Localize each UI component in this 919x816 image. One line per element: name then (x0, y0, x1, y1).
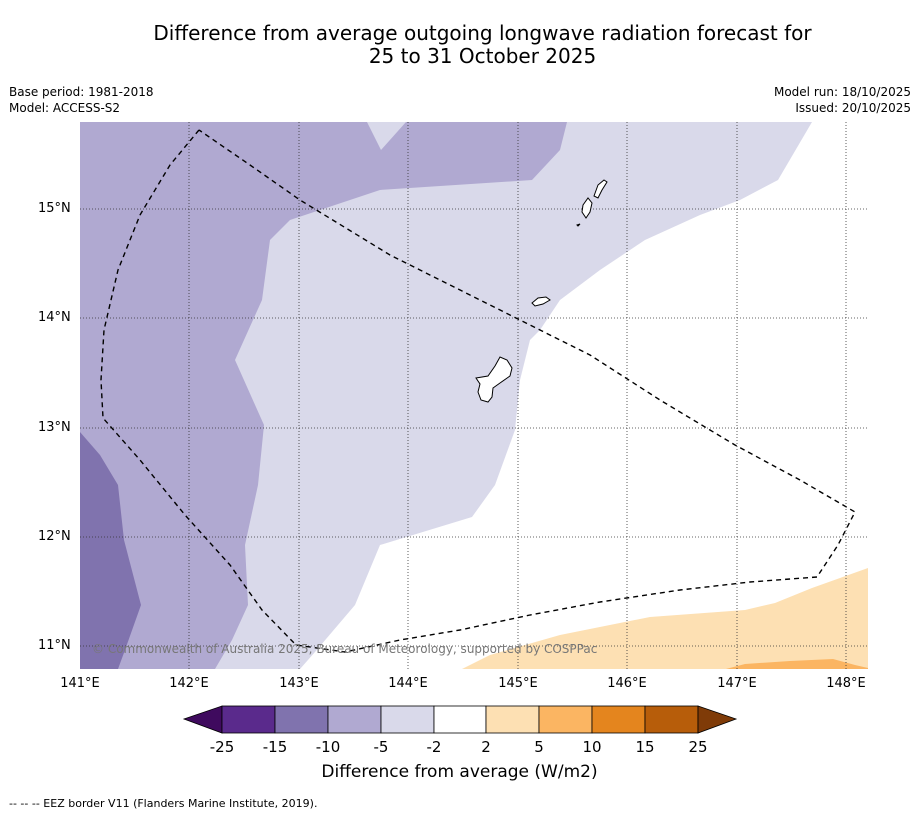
islands (475, 179, 608, 403)
colorbar-label: -25 (209, 738, 235, 756)
lon-label-148e: 148°E (826, 676, 866, 691)
colorbar-bin-5 (433, 705, 487, 734)
island-aguijan (576, 223, 581, 227)
colorbar-bin-2 (274, 705, 329, 734)
title-line-1: Difference from average outgoing longwav… (153, 21, 812, 45)
lon-label-145e: 145°E (498, 676, 538, 691)
colorbar-bin-1 (221, 705, 276, 734)
colorbar-title: Difference from average (W/m2) (321, 762, 598, 782)
lat-label-12n: 12°N (38, 529, 71, 544)
colorbar-extend-low (182, 705, 223, 734)
lon-label-143e: 143°E (279, 676, 319, 691)
contour-minus15-to-minus10 (80, 432, 141, 669)
map-plot-area (80, 122, 868, 669)
copyright-text: © Commonwealth of Australia 2025, Bureau… (92, 642, 598, 656)
eez-footnote: -- -- -- EEZ border V11 (Flanders Marine… (9, 797, 318, 810)
lat-label-11n: 11°N (38, 638, 71, 653)
colorbar-label: 2 (481, 738, 491, 756)
lon-label-142e: 142°E (169, 676, 209, 691)
colorbar-label: 5 (534, 738, 544, 756)
lat-label-14n: 14°N (38, 310, 71, 325)
colorbar-label: 10 (582, 738, 602, 756)
colorbar-label: 15 (635, 738, 655, 756)
lon-label-146e: 146°E (607, 676, 647, 691)
meta-left: Base period: 1981-2018 Model: ACCESS-S2 (9, 84, 154, 116)
base-period: Base period: 1981-2018 (9, 85, 154, 99)
colorbar-bin-9 (644, 705, 699, 734)
island-guam (475, 356, 513, 403)
colorbar-bin-7 (538, 705, 593, 734)
issued-date: Issued: 20/10/2025 (795, 101, 911, 115)
colorbar-label: -10 (315, 738, 341, 756)
colorbar-bin-6 (485, 705, 540, 734)
chart-title: Difference from average outgoing longwav… (0, 22, 919, 68)
model-name: Model: ACCESS-S2 (9, 101, 121, 115)
lon-label-141e: 141°E (60, 676, 100, 691)
title-line-2: 25 to 31 October 2025 (368, 44, 597, 68)
colorbar-bin-3 (327, 705, 382, 734)
colorbar-label: -5 (373, 738, 389, 756)
contour-5-to-10 (726, 659, 868, 669)
lat-label-13n: 13°N (38, 420, 71, 435)
colorbar-bin-8 (591, 705, 646, 734)
colorbar (182, 705, 738, 734)
contour-2-to-5 (462, 568, 868, 669)
eez-border (100, 129, 856, 653)
colorbar-extend-high (697, 705, 738, 734)
lon-label-147e: 147°E (717, 676, 757, 691)
island-saipan (593, 179, 608, 199)
colorbar-label: 25 (688, 738, 708, 756)
model-run: Model run: 18/10/2025 (773, 85, 911, 99)
colorbar-label: -2 (426, 738, 442, 756)
gridlines (80, 122, 868, 669)
island-rota (531, 296, 551, 307)
colorbar-label: -15 (262, 738, 288, 756)
lon-label-144e: 144°E (388, 676, 428, 691)
colorbar-bin-4 (380, 705, 435, 734)
meta-right: Model run: 18/10/2025 Issued: 20/10/2025 (774, 84, 911, 116)
island-tinian (581, 197, 593, 219)
lat-label-15n: 15°N (38, 201, 71, 216)
contour-minus10-to-minus5 (80, 122, 567, 669)
